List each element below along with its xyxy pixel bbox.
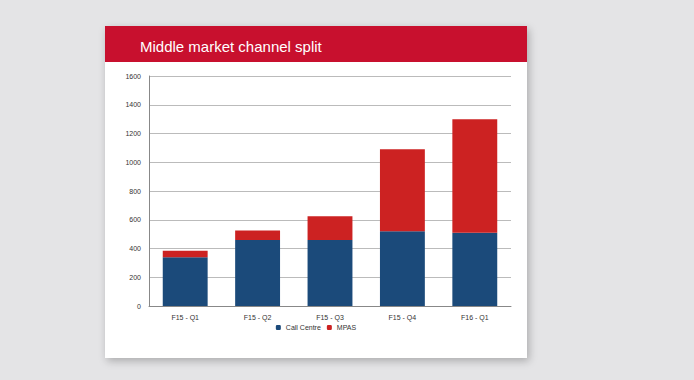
svg-text:1400: 1400 <box>125 101 141 108</box>
svg-text:0: 0 <box>137 303 141 310</box>
svg-text:MPAS: MPAS <box>337 324 357 331</box>
svg-text:Middle market channel split: Middle market channel split <box>140 38 323 55</box>
svg-text:600: 600 <box>129 216 141 223</box>
svg-text:F15 - Q1: F15 - Q1 <box>171 314 199 322</box>
svg-text:F15 - Q4: F15 - Q4 <box>389 314 417 322</box>
svg-text:400: 400 <box>129 245 141 252</box>
svg-text:Call Centre: Call Centre <box>286 324 321 331</box>
svg-text:F15 - Q2: F15 - Q2 <box>244 314 272 322</box>
svg-text:1200: 1200 <box>125 130 141 137</box>
svg-text:F16 - Q1: F16 - Q1 <box>461 314 489 322</box>
svg-text:1600: 1600 <box>125 73 141 80</box>
svg-text:200: 200 <box>129 274 141 281</box>
svg-text:1000: 1000 <box>125 159 141 166</box>
svg-text:F15 - Q3: F15 - Q3 <box>316 314 344 322</box>
svg-text:800: 800 <box>129 188 141 195</box>
